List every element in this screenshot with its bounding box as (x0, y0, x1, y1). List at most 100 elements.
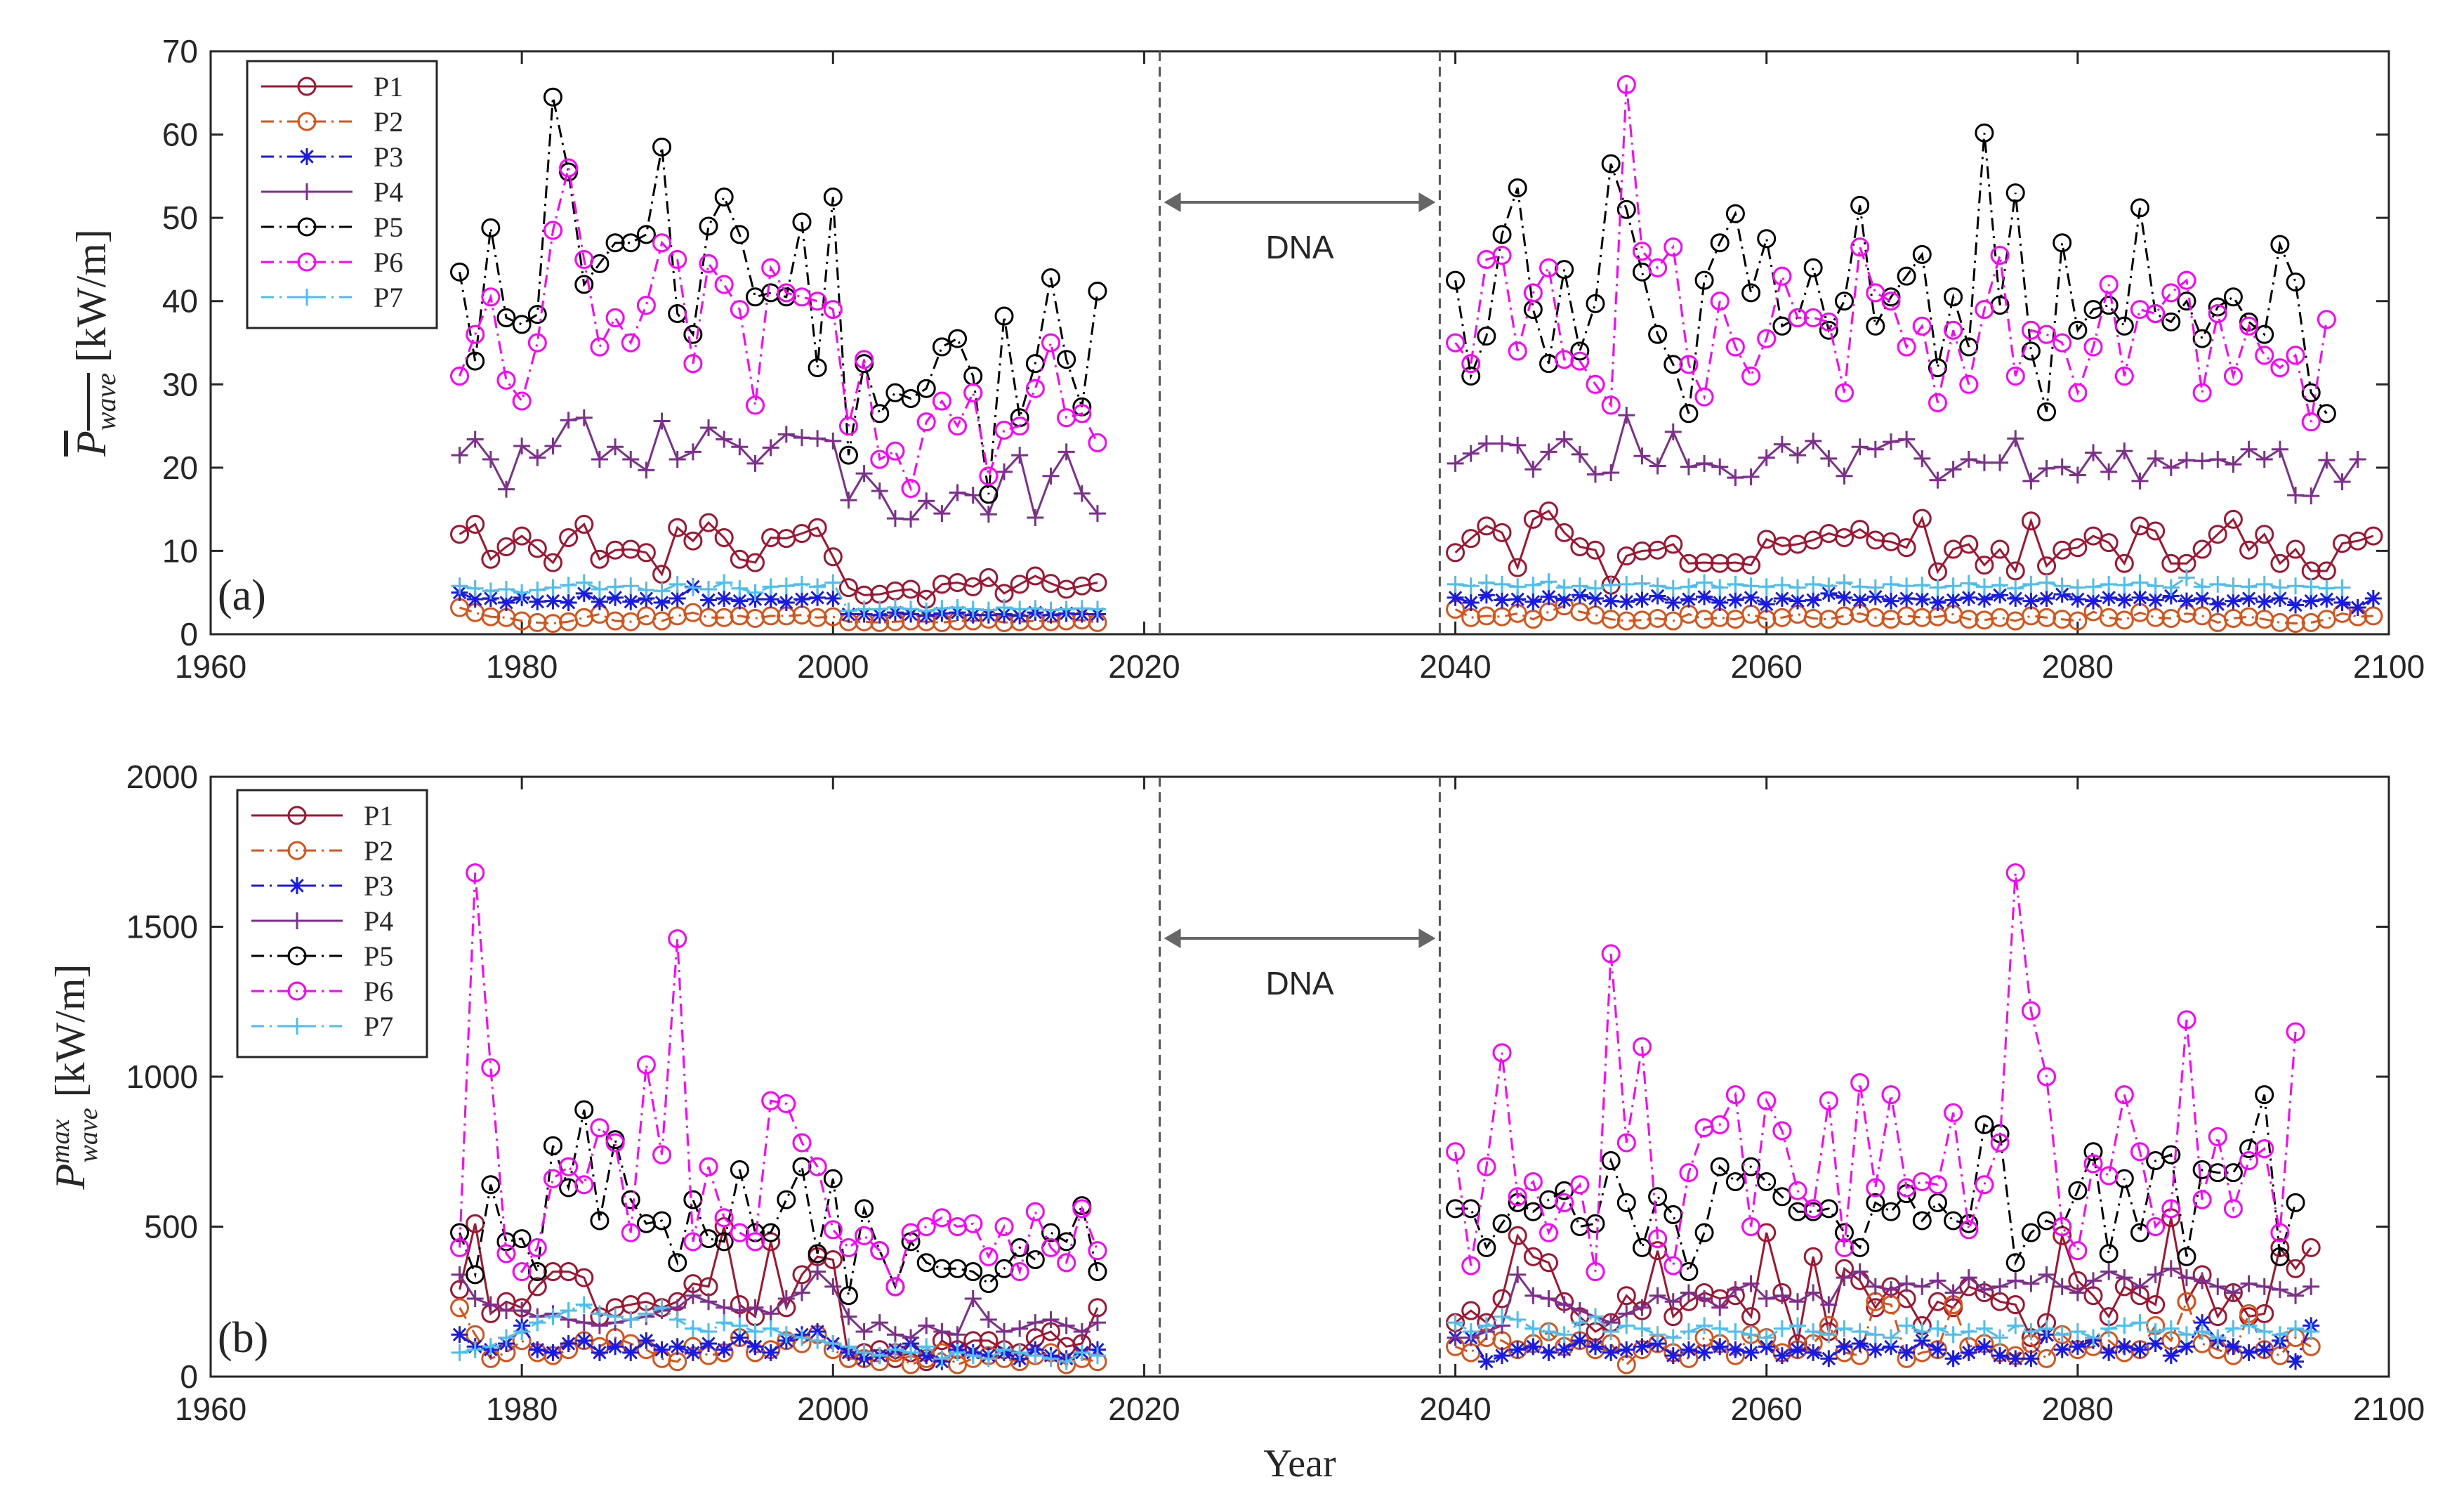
data-point (1010, 1262, 1029, 1282)
data-point (1602, 577, 1620, 594)
data-point (1741, 1217, 1761, 1236)
data-point (2301, 383, 2321, 402)
data-point (1025, 1202, 1045, 1221)
y-axis-label-sup: max (46, 1119, 75, 1163)
data-point (2116, 1317, 2133, 1334)
data-point (1508, 1187, 1527, 1207)
data-point (1851, 1323, 1869, 1340)
data-point (855, 465, 873, 483)
data-point (918, 1317, 935, 1334)
data-point (886, 1326, 904, 1344)
data-point (1602, 1323, 1620, 1340)
y-tick-label: 500 (144, 1209, 198, 1245)
data-point (683, 1232, 703, 1252)
data-point (762, 578, 779, 596)
data-point (575, 1314, 593, 1332)
data-point (1866, 530, 1885, 550)
data-point (2038, 1266, 2055, 1283)
data-point (1944, 320, 1963, 340)
data-point (560, 1302, 577, 1320)
data-point (527, 539, 547, 558)
data-point (2130, 198, 2149, 218)
data-point (855, 350, 874, 369)
data-point (838, 1286, 858, 1306)
data-point (2038, 574, 2055, 591)
data-point (1524, 577, 1542, 594)
data-point (1741, 1307, 1761, 1327)
data-point (481, 287, 501, 307)
data-point (1570, 351, 1590, 371)
data-point (731, 1329, 749, 1346)
data-point (1555, 1193, 1574, 1212)
data-point (716, 1341, 733, 1358)
data-point (2068, 320, 2088, 340)
data-point (512, 391, 532, 411)
data-point (1928, 358, 1947, 378)
data-point (544, 1308, 562, 1325)
data-point (497, 1329, 515, 1346)
data-point (2255, 1341, 2273, 1358)
data-point (1586, 605, 1605, 625)
data-point (2116, 577, 2133, 594)
data-point (808, 518, 827, 537)
data-point (994, 421, 1014, 440)
data-point (2240, 578, 2258, 596)
data-point (949, 1344, 966, 1361)
legend-marker (287, 806, 307, 825)
data-point (574, 608, 594, 627)
y-tick-label: 1500 (126, 909, 198, 945)
data-point (1710, 233, 1730, 253)
data-point (824, 432, 842, 450)
data-point (2005, 1253, 2025, 1273)
data-point (1727, 591, 1744, 609)
data-point (1881, 1202, 1901, 1221)
data-point (809, 1332, 826, 1349)
y-axis-label: Pmaxwave [kW/m] (46, 964, 103, 1190)
x-tick-label: 2060 (1731, 1391, 1803, 1427)
data-point (1618, 1317, 1635, 1334)
data-point (2271, 1281, 2288, 1299)
data-point (1477, 1157, 1496, 1176)
data-point (963, 577, 983, 596)
data-point (1711, 1299, 1729, 1316)
data-point (2069, 591, 2086, 608)
data-point (1866, 1178, 1885, 1198)
data-point (638, 1305, 655, 1323)
data-point (2208, 1307, 2227, 1327)
data-point (1680, 1341, 1697, 1358)
data-point (1960, 575, 1977, 592)
data-point (1494, 1347, 1511, 1365)
gap-arrow-right-head (1418, 929, 1436, 948)
data-point (699, 1157, 718, 1176)
data-point (1897, 266, 1916, 286)
data-point (1772, 1121, 1792, 1141)
data-point (2287, 486, 2305, 504)
x-tick-label: 2020 (1108, 648, 1180, 685)
data-point (731, 579, 749, 597)
data-point (668, 518, 687, 537)
y-tick-label: 70 (162, 33, 198, 70)
data-point (1679, 1163, 1699, 1183)
data-point (622, 593, 640, 610)
data-point (1663, 1256, 1683, 1275)
data-point (2287, 1320, 2305, 1337)
data-point (1601, 154, 1621, 173)
data-point (1725, 204, 1745, 223)
data-point (2178, 592, 2195, 610)
data-point (1711, 458, 1729, 475)
y-axis-label-unit: [kW/m] (47, 964, 93, 1108)
data-point (933, 600, 951, 617)
data-point (1633, 591, 1651, 608)
data-point (2192, 383, 2212, 402)
data-point (1975, 1281, 1993, 1299)
data-point (2146, 1295, 2166, 1315)
data-point (574, 1175, 594, 1195)
data-point (1960, 1344, 1977, 1361)
data-point (2007, 579, 2024, 597)
data-point (513, 1302, 531, 1320)
data-point (838, 1238, 858, 1257)
data-point (1492, 1214, 1512, 1233)
data-point (1898, 431, 1916, 448)
data-point (1897, 337, 1916, 357)
data-point (1461, 529, 1481, 549)
